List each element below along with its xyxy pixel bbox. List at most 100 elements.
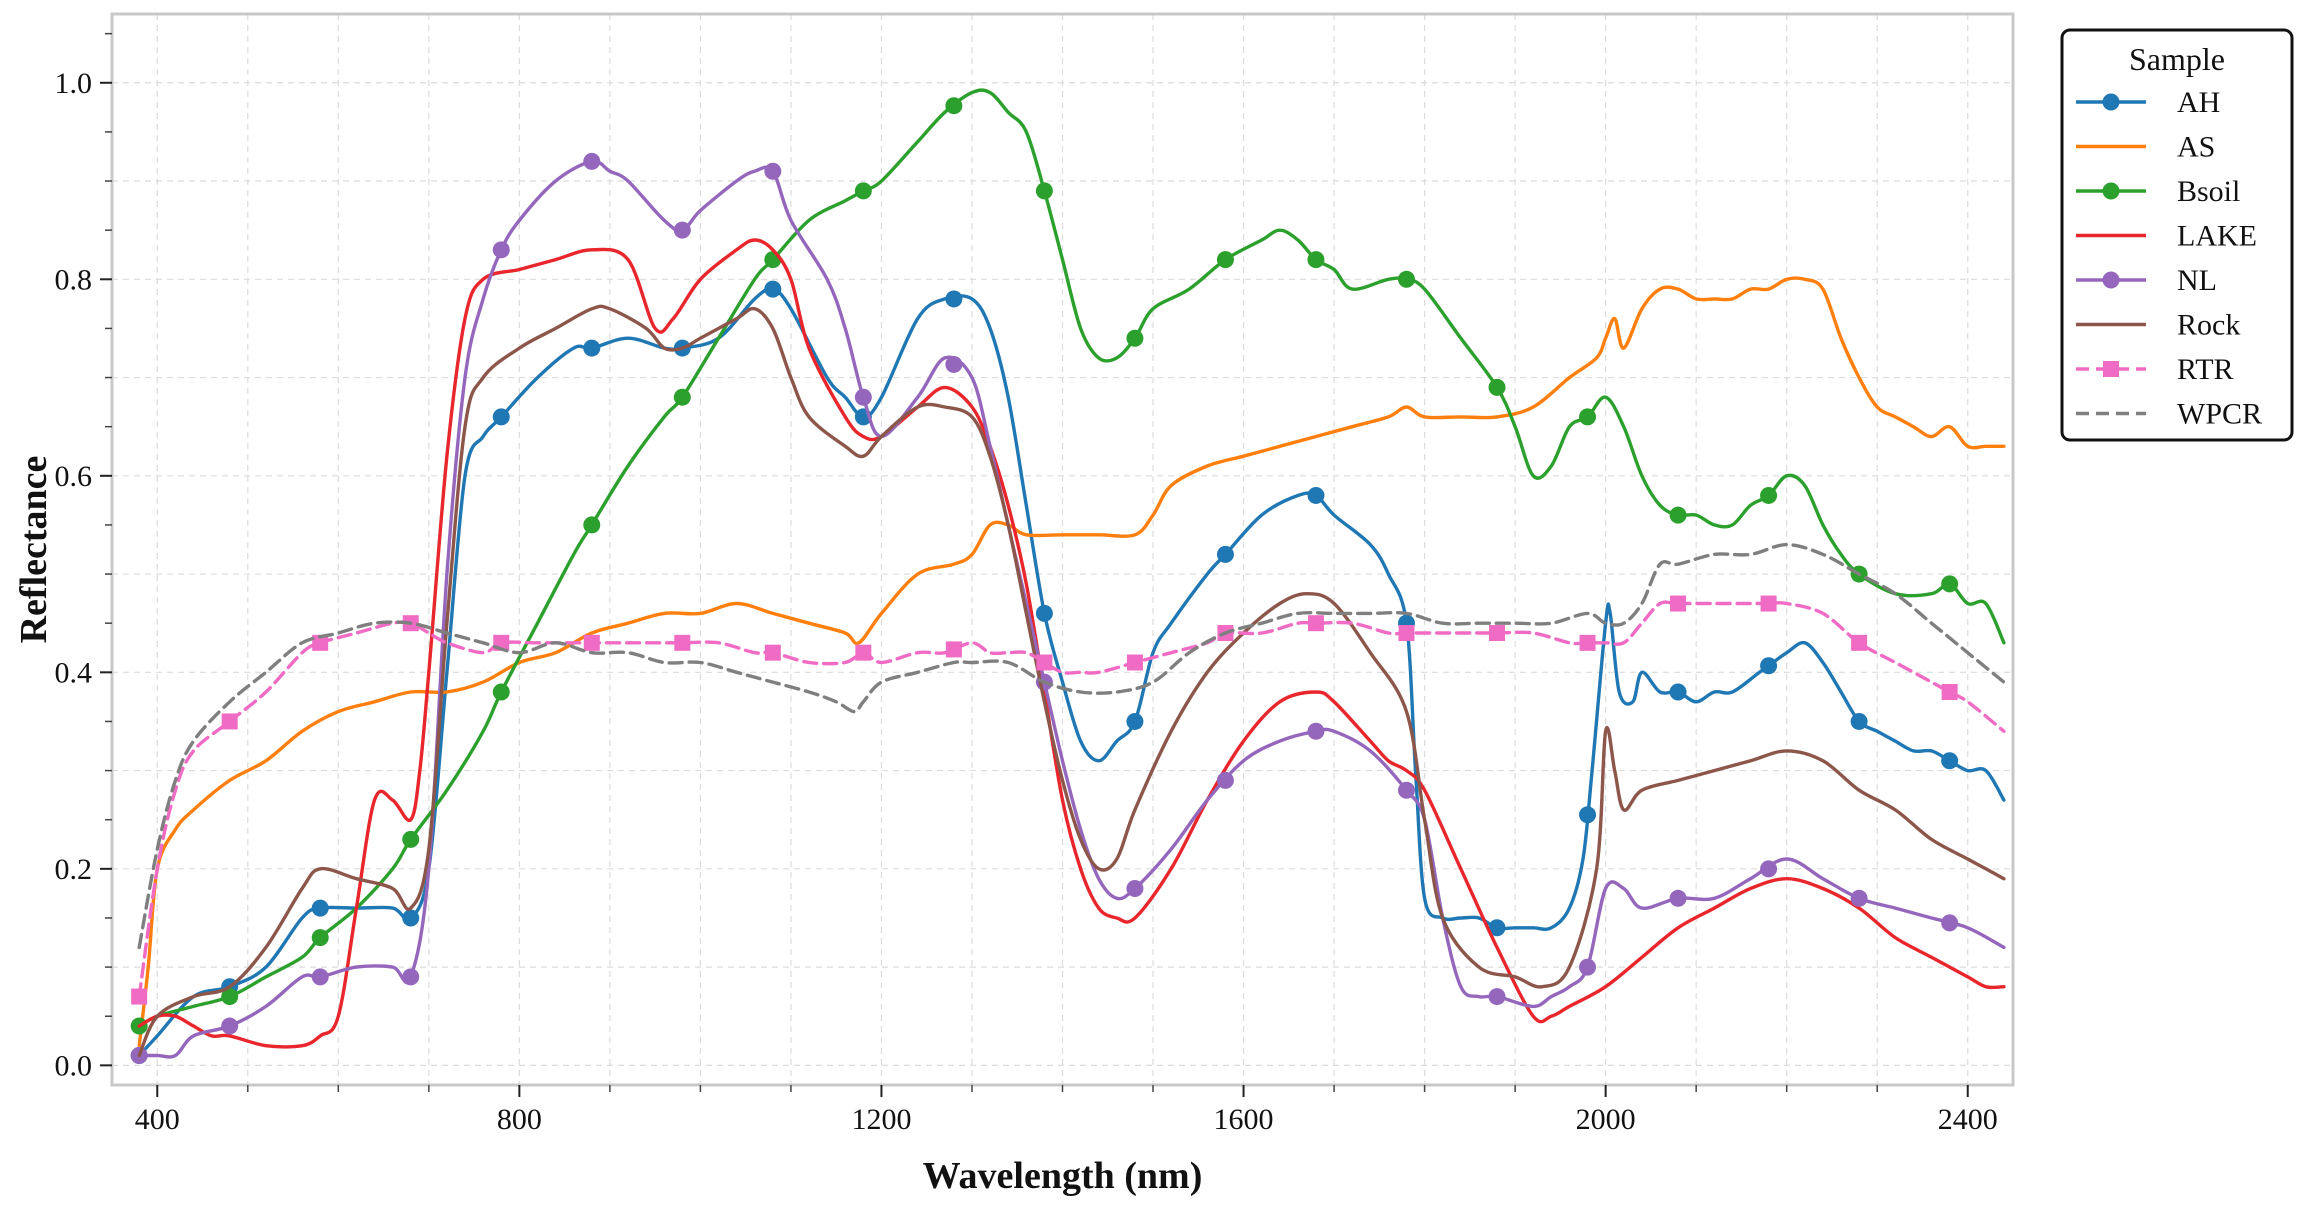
y-tick-label: 0.6: [55, 460, 93, 493]
data-point: [1216, 545, 1234, 563]
data-point: [1941, 914, 1959, 932]
y-tick-label: 0.4: [55, 656, 93, 689]
y-tick-label: 0.8: [55, 263, 93, 296]
legend-marker: [2102, 93, 2120, 111]
axes: 400 800 1200 1600 2000 2400 0.0 0.2 0.4 0.6 0.8 1.0: [55, 32, 1998, 1136]
data-point: [854, 388, 872, 406]
legend-marker: [2102, 182, 2120, 200]
data-point: [945, 290, 963, 308]
series-rtr: [131, 595, 2006, 1005]
legend-item-lake: LAKE: [2076, 220, 2257, 253]
legend-item-ah: AH: [2076, 86, 2220, 119]
data-point: [764, 251, 782, 269]
data-point: [402, 968, 420, 986]
data-point: [131, 988, 148, 1005]
series-line-as: [137, 276, 2006, 1048]
data-point: [1489, 625, 1506, 642]
x-tick-label: 400: [135, 1103, 180, 1136]
legend-item-rtr: RTR: [2076, 353, 2234, 386]
data-point: [583, 634, 600, 651]
data-point: [492, 683, 510, 701]
y-axis-title: Reflectance: [13, 456, 55, 644]
data-point: [945, 97, 963, 115]
data-point: [1307, 615, 1324, 632]
data-point: [1397, 270, 1415, 288]
data-point: [1216, 251, 1234, 269]
data-point: [1579, 408, 1597, 426]
data-point: [945, 355, 963, 373]
data-point: [764, 162, 782, 180]
data-point: [1669, 889, 1687, 907]
data-point: [1670, 595, 1687, 612]
legend-item-bsoil: Bsoil: [2076, 175, 2240, 208]
data-point: [583, 339, 601, 357]
x-tick-label: 2000: [1576, 1103, 1636, 1136]
x-tick-label: 800: [497, 1103, 542, 1136]
data-point: [1488, 378, 1506, 396]
data-point: [1126, 329, 1144, 347]
legend-label: LAKE: [2177, 220, 2257, 253]
data-point: [1488, 988, 1506, 1006]
legend-items: AH AS Bsoil LAKE NL Rock RTR WPCR: [2076, 86, 2262, 431]
data-point: [402, 830, 420, 848]
legend-label: WPCR: [2177, 398, 2262, 431]
series-layer: [130, 88, 2006, 1065]
series-wpcr: [137, 542, 2006, 950]
data-point: [1579, 958, 1597, 976]
legend: Sample AH AS Bsoil LAKE NL Rock RTR WPCR: [2060, 28, 2294, 442]
legend-box: [2060, 28, 2294, 442]
x-tick-label: 1600: [1214, 1103, 1274, 1136]
data-point: [1941, 575, 1959, 593]
data-point: [673, 221, 691, 239]
data-point: [492, 241, 510, 259]
data-point: [855, 644, 872, 661]
data-point: [1851, 634, 1868, 651]
data-point: [1035, 604, 1053, 622]
series-line-rock: [137, 304, 2006, 1058]
legend-label: RTR: [2177, 353, 2234, 386]
legend-label: AH: [2177, 86, 2220, 119]
legend-item-nl: NL: [2076, 264, 2217, 297]
data-point: [221, 713, 238, 730]
grid: [112, 14, 2013, 1085]
y-tick-label: 0.0: [55, 1049, 93, 1082]
data-point: [312, 634, 329, 651]
series-as: [137, 276, 2006, 1048]
legend-label: NL: [2177, 264, 2217, 297]
data-point: [1669, 683, 1687, 701]
legend-label: Rock: [2177, 309, 2240, 342]
data-point: [1398, 625, 1415, 642]
data-point: [221, 988, 239, 1006]
series-line-lake: [137, 238, 2006, 1049]
data-point: [1760, 486, 1778, 504]
data-point: [1850, 712, 1868, 730]
data-point: [1126, 712, 1144, 730]
x-tick-label: 1200: [851, 1103, 911, 1136]
data-point: [1850, 889, 1868, 907]
series-rock: [137, 304, 2006, 1058]
data-point: [1760, 860, 1778, 878]
series-lake: [137, 238, 2006, 1049]
data-point: [221, 1017, 239, 1035]
data-point: [402, 909, 420, 927]
data-point: [1307, 251, 1325, 269]
legend-marker: [2103, 361, 2119, 377]
legend-item-rock: Rock: [2076, 309, 2240, 342]
data-point: [1036, 654, 1053, 671]
plot-area-frame: [110, 12, 2015, 1087]
legend-label: AS: [2177, 131, 2215, 164]
data-point: [1126, 879, 1144, 897]
legend-item-wpcr: WPCR: [2076, 398, 2262, 431]
data-point: [854, 182, 872, 200]
data-point: [311, 929, 329, 947]
data-point: [674, 634, 691, 651]
data-point: [1941, 752, 1959, 770]
data-point: [583, 152, 601, 170]
data-point: [764, 280, 782, 298]
data-point: [311, 899, 329, 917]
data-point: [1307, 486, 1325, 504]
data-point: [673, 388, 691, 406]
data-point: [1579, 634, 1596, 651]
data-point: [764, 644, 781, 661]
